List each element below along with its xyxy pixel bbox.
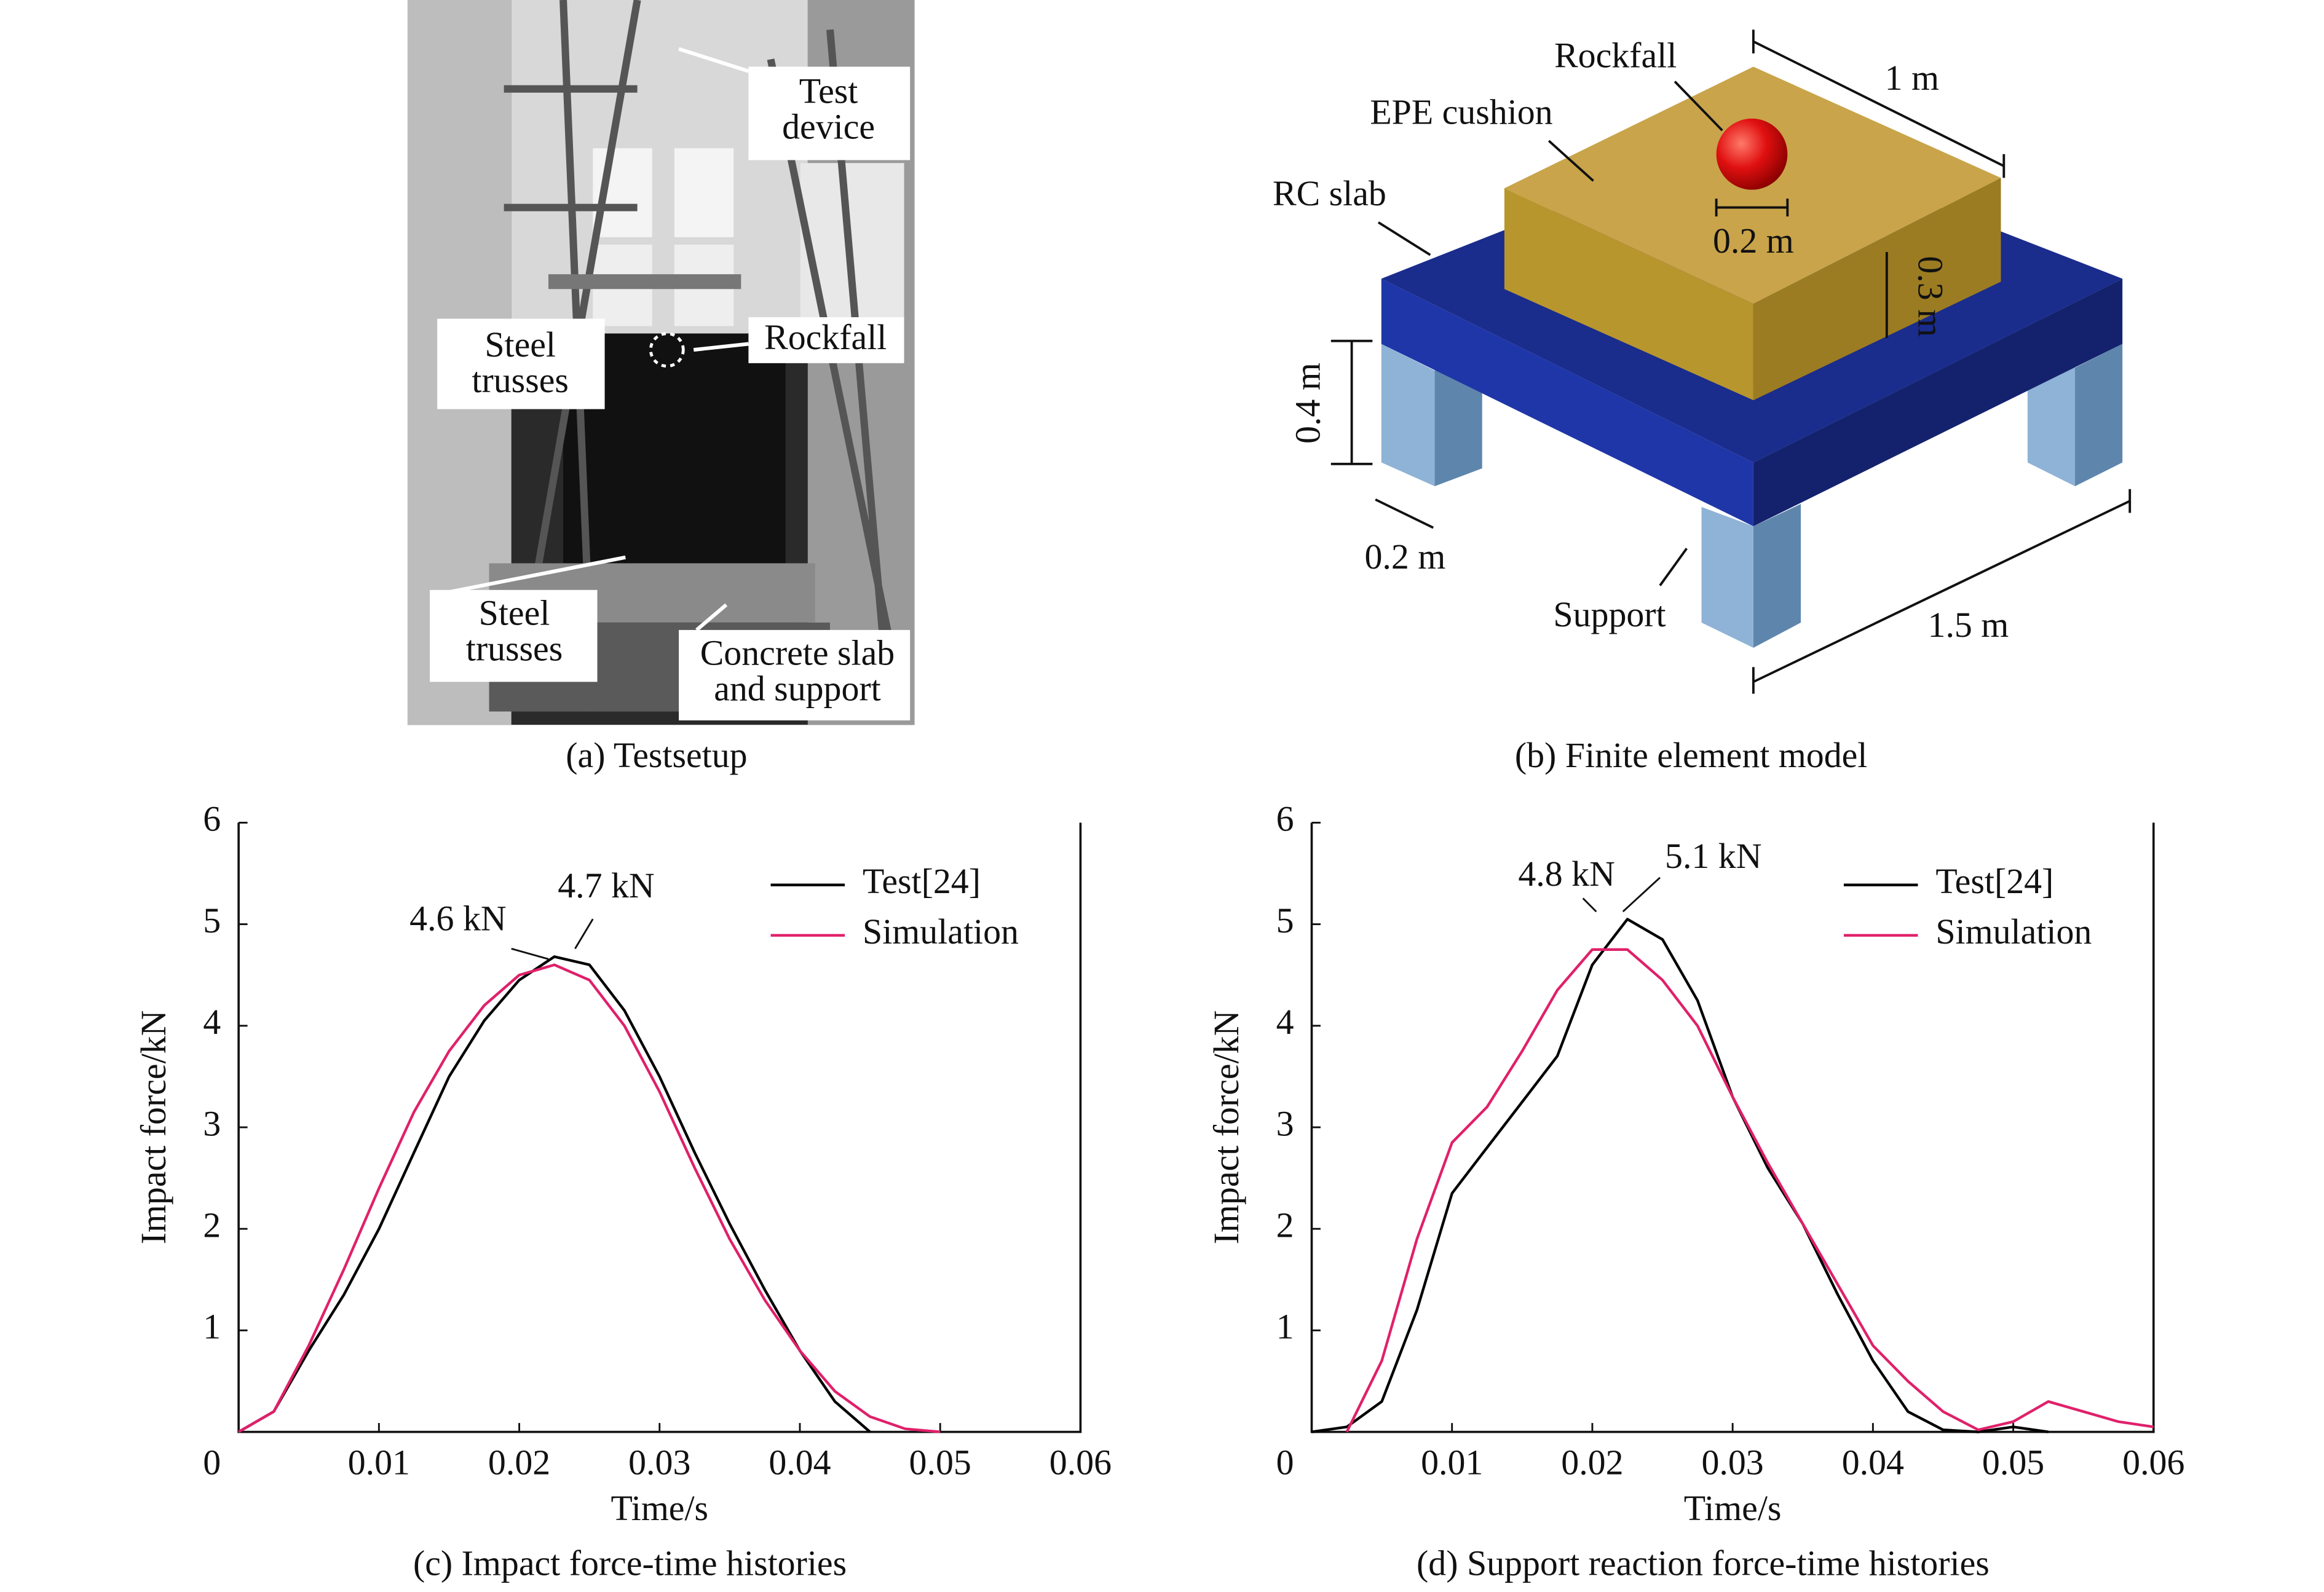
model-label: Support (1553, 594, 1666, 634)
model-label: EPE cushion (1370, 92, 1552, 132)
x-tick-label: 0 (203, 1442, 221, 1482)
model-label: RC slab (1273, 173, 1386, 213)
legend-label: Test[24] (863, 861, 981, 901)
series-line (238, 955, 871, 1433)
photo-label: trusses (466, 628, 563, 668)
photo-label: device (782, 106, 875, 146)
y-axis-title: Impact force/kN (133, 1011, 173, 1245)
chart-title: (d) Support reaction force-time historie… (1417, 1543, 1990, 1583)
series-line (1311, 918, 2049, 1433)
caption: (a) Testsetup (566, 735, 747, 775)
annotation-leader (1582, 897, 1597, 913)
x-tick-label: 0 (1276, 1442, 1294, 1482)
y-tick-label: 1 (1276, 1307, 1294, 1347)
y-tick-label: 6 (1276, 799, 1294, 839)
y-tick-label: 4 (1276, 1002, 1294, 1042)
annotation: 4.8 kN (1518, 854, 1615, 894)
y-tick-label: 1 (203, 1307, 221, 1347)
model-label: 0.4 m (1288, 363, 1328, 444)
legend-label: Test[24] (1935, 861, 2053, 901)
x-tick-label: 0.04 (1842, 1442, 1904, 1482)
x-tick-label: 0.01 (1421, 1442, 1483, 1482)
x-tick-label: 0.01 (348, 1442, 410, 1482)
x-tick-label: 0.06 (1049, 1442, 1112, 1482)
annotation: 4.7 kN (558, 865, 654, 905)
x-tick-label: 0.03 (1702, 1442, 1764, 1482)
model-label: 1.5 m (1928, 605, 2009, 645)
photo-label: Rockfall (764, 317, 887, 357)
y-tick-label: 2 (1276, 1205, 1294, 1245)
fe-model (1330, 30, 2132, 694)
x-tick-label: 0.05 (1982, 1442, 2044, 1482)
annotation-leader (1622, 877, 1661, 913)
legend-label: Simulation (863, 912, 1019, 952)
y-tick-label: 2 (203, 1205, 221, 1245)
model-label: 0.3 m (1911, 256, 1951, 337)
y-tick-label: 5 (1276, 900, 1294, 940)
y-tick-label: 4 (203, 1002, 221, 1042)
y-tick-label: 3 (1276, 1103, 1294, 1143)
photo-label: Concrete slab (700, 633, 895, 673)
model-label: 0.2 m (1713, 221, 1794, 261)
y-axis-title: Impact force/kN (1206, 1011, 1246, 1245)
annotation: 5.1 kN (1665, 836, 1761, 876)
x-tick-label: 0.04 (769, 1442, 831, 1482)
x-axis-title: Time/s (1684, 1488, 1782, 1528)
series-line (1345, 948, 2154, 1433)
dynamic-layer: TestdeviceSteeltrussesRockfallSteeltruss… (133, 36, 2185, 1583)
x-tick-label: 0.05 (909, 1442, 971, 1482)
photo-label: Steel (484, 325, 556, 365)
series-line (238, 963, 941, 1433)
x-tick-label: 0.02 (488, 1442, 550, 1482)
model-label: 1 m (1885, 58, 1939, 98)
model-label: 0.2 m (1364, 537, 1445, 577)
caption: (b) Finite element model (1515, 735, 1868, 775)
legend-label: Simulation (1935, 912, 2092, 952)
x-tick-label: 0.02 (1561, 1442, 1623, 1482)
model-label: Rockfall (1554, 36, 1677, 76)
annotation-leader (574, 918, 594, 950)
x-tick-label: 0.03 (628, 1442, 690, 1482)
photo-label: Steel (479, 593, 550, 632)
x-tick-label: 0.06 (2122, 1442, 2184, 1482)
y-tick-label: 6 (203, 799, 221, 839)
x-axis-title: Time/s (611, 1488, 708, 1528)
photo-label: Test (799, 71, 858, 111)
chart-title: (c) Impact force-time histories (413, 1543, 847, 1583)
y-tick-label: 5 (203, 900, 221, 940)
annotation-leader (511, 947, 549, 960)
photo-label: trusses (472, 360, 568, 400)
annotation: 4.6 kN (409, 898, 506, 938)
test-photo (407, 0, 915, 725)
y-tick-label: 3 (203, 1103, 221, 1143)
photo-label: and support (714, 668, 881, 708)
